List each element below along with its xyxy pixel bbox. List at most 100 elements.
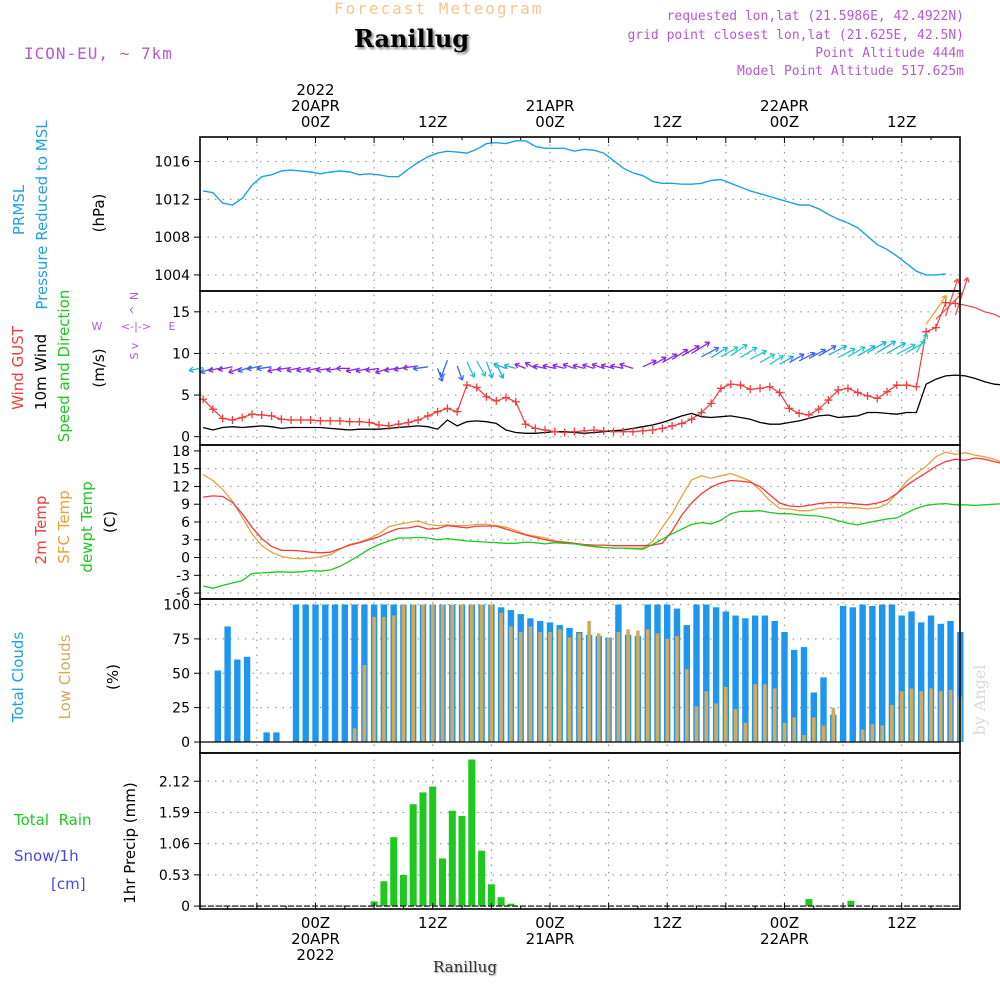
wind-compass: N ^ W <-|-> E v S — [92, 292, 176, 360]
y-tick-label: 3 — [181, 533, 190, 549]
total-cloud-bar — [849, 607, 856, 743]
rain-bar — [847, 900, 855, 907]
top-time-label: 12Z — [653, 113, 682, 131]
gust-marker — [746, 385, 755, 394]
low-cloud-bar — [753, 684, 757, 743]
wind-direction-arrow — [818, 345, 837, 357]
y-tick-label: 5 — [181, 388, 190, 404]
total-cloud-bar — [761, 615, 769, 742]
low-cloud-bar — [772, 688, 777, 742]
low-cloud-bar — [899, 691, 904, 742]
y-tick-label: 18 — [172, 444, 190, 460]
wind-direction-arrow — [720, 346, 739, 358]
low-cloud-bar — [636, 630, 640, 742]
wind-direction-arrow — [779, 355, 794, 365]
wind-direction-arrow — [619, 362, 634, 370]
temp-unit: (C) — [101, 511, 119, 533]
wind-direction-arrow — [759, 353, 776, 364]
pressure-panel-frame — [199, 136, 961, 292]
wind-direction-arrow — [896, 343, 916, 355]
gust-marker — [453, 407, 462, 416]
low-cloud-bar — [421, 604, 425, 742]
bottom-time-label: 20APR — [291, 930, 340, 948]
low-cloud-bar — [430, 604, 435, 742]
wind-direction-arrow — [365, 366, 380, 373]
gust-marker — [834, 386, 843, 395]
gust-marker — [316, 416, 325, 425]
low-cloud-bar — [880, 725, 884, 742]
total-cloud-bar — [693, 604, 700, 742]
low-cloud-bar — [606, 637, 611, 742]
wind-panel-frame — [199, 290, 961, 446]
compass-east: E — [169, 320, 176, 333]
gust-marker — [795, 409, 804, 418]
gust-marker — [306, 416, 315, 425]
gust-marker — [599, 426, 608, 435]
gust-marker — [247, 410, 256, 419]
gust-marker — [707, 399, 716, 408]
wind-direction-arrow — [336, 365, 350, 372]
low-cloud-bar — [704, 691, 709, 742]
gust-marker — [677, 419, 686, 428]
total-cloud-bar — [879, 604, 886, 742]
top-time-label: 00Z — [301, 113, 330, 131]
precip-panel-frame — [199, 752, 961, 910]
gust-marker — [433, 407, 442, 416]
low-cloud-bar — [694, 706, 699, 743]
gust-marker — [511, 397, 520, 406]
wind-direction-arrow — [691, 341, 711, 354]
y-tick-label: 0 — [181, 430, 190, 446]
bottom-time-label: 12Z — [418, 914, 447, 932]
low-cloud-bar — [401, 604, 406, 742]
gust-marker — [726, 380, 735, 389]
wind-direction-arrow — [524, 361, 536, 369]
wind-direction-arrow — [466, 361, 476, 378]
sfc-temp-line — [202, 451, 1000, 560]
wind-direction-arrow — [439, 359, 449, 378]
pressure-unit: (hPa) — [90, 194, 108, 233]
low-cloud-bar — [675, 636, 679, 742]
low-cloud-bar — [860, 729, 865, 742]
total-cloud-bar — [243, 656, 251, 743]
total-cloud-bar — [839, 605, 847, 742]
total-cloud-bar — [732, 615, 739, 742]
bottom-time-label: 22APR — [760, 930, 809, 948]
wind-direction-arrow — [476, 360, 487, 377]
y-tick-label: 1016 — [154, 155, 190, 171]
dewpt-label: dewpt Temp — [78, 481, 96, 572]
clouds-unit: (%) — [104, 664, 122, 690]
top-time-label: 22APR — [760, 97, 809, 115]
gust-marker — [804, 411, 813, 420]
pressure-label-desc: Pressure Reduced to MSL — [33, 120, 51, 310]
top-time-label: 20APR — [291, 97, 340, 115]
total-cloud-bar — [703, 604, 710, 742]
wind-direction-arrow — [749, 349, 768, 360]
rain-bar — [419, 792, 427, 906]
low-cloud-bar — [372, 616, 376, 742]
y-tick-label: 0.53 — [159, 868, 190, 884]
total-cloud-bar — [820, 677, 827, 742]
gust-marker — [394, 420, 403, 429]
gust-marker — [902, 381, 911, 390]
gust-marker — [668, 421, 677, 430]
chart-title: Forecast Meteogram — [334, 0, 544, 18]
gust-marker — [365, 418, 374, 427]
total-cloud-bar — [712, 607, 720, 743]
rain-bar — [429, 786, 437, 907]
low-cloud-bar — [782, 722, 787, 743]
gust-marker — [296, 416, 305, 425]
pressure-label-prmsl: PRMSL — [10, 184, 28, 235]
gust-marker — [687, 415, 696, 424]
rain-bar — [399, 874, 407, 907]
low-cloud-bar — [743, 722, 748, 743]
gust-marker — [785, 404, 794, 413]
low-cloud-bar — [411, 604, 415, 742]
gust-marker — [550, 427, 559, 436]
top-time-label: 21APR — [526, 97, 575, 115]
low-cloud-bar — [352, 728, 357, 743]
low-cloud-bar — [479, 604, 484, 742]
gust-marker — [863, 391, 872, 400]
wind-direction-arrow — [305, 366, 321, 373]
low-cloud-bar — [470, 604, 474, 742]
